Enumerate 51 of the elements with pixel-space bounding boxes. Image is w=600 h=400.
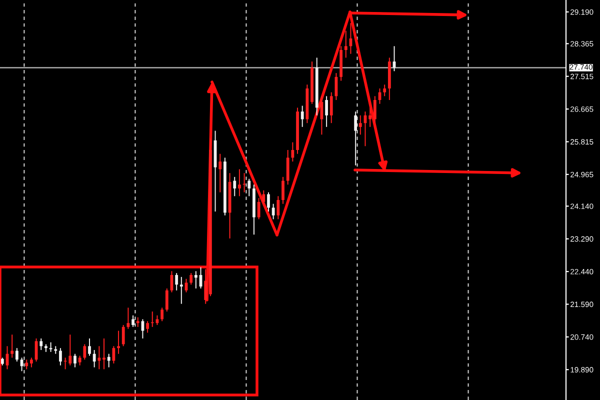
candlestick [238, 168, 241, 197]
candlestick [126, 307, 130, 330]
candlestick [30, 357, 33, 368]
candlestick [180, 276, 183, 304]
candlestick [102, 338, 106, 370]
candlestick [146, 320, 149, 334]
candlestick [373, 96, 376, 124]
candlestick [218, 153, 222, 193]
candlestick [330, 92, 333, 124]
candlestick [194, 270, 198, 289]
candlestick [160, 307, 164, 322]
candlestick [262, 190, 266, 204]
candlestick [325, 96, 328, 128]
candlestick [344, 30, 348, 58]
candlestick [83, 344, 86, 360]
candlestick [286, 150, 290, 186]
candlestick [233, 176, 236, 197]
candlestick [276, 196, 280, 220]
candlestick [165, 288, 168, 312]
candlestick [272, 203, 275, 220]
candlestick [184, 278, 188, 293]
candlestick [117, 330, 120, 354]
candlestick [15, 348, 18, 362]
candlestick [132, 314, 134, 328]
candlestick [112, 346, 116, 364]
candlestick [92, 350, 96, 368]
candlestick [98, 346, 101, 370]
candlestick [122, 324, 125, 347]
candlestick [383, 84, 386, 97]
candlestick [40, 338, 43, 350]
candlestick [291, 142, 294, 162]
candlestick [300, 105, 304, 128]
candlestick [320, 96, 324, 136]
candlestick [25, 359, 28, 370]
candlestick [204, 268, 208, 304]
candlestick [267, 192, 270, 212]
candlestick [10, 334, 14, 358]
candlestick [88, 338, 91, 356]
candlestick [190, 272, 193, 286]
candlestick [175, 272, 178, 291]
candlestick [74, 353, 76, 368]
candlestick [282, 176, 284, 204]
candlestick [136, 316, 140, 328]
candlestick [78, 355, 82, 366]
candlestick [248, 178, 251, 197]
candlestick [59, 348, 62, 366]
candlestick [257, 198, 260, 220]
candlestick [368, 107, 372, 128]
candlestick [354, 111, 358, 166]
candlestick [358, 114, 362, 136]
candlestick [107, 353, 110, 368]
